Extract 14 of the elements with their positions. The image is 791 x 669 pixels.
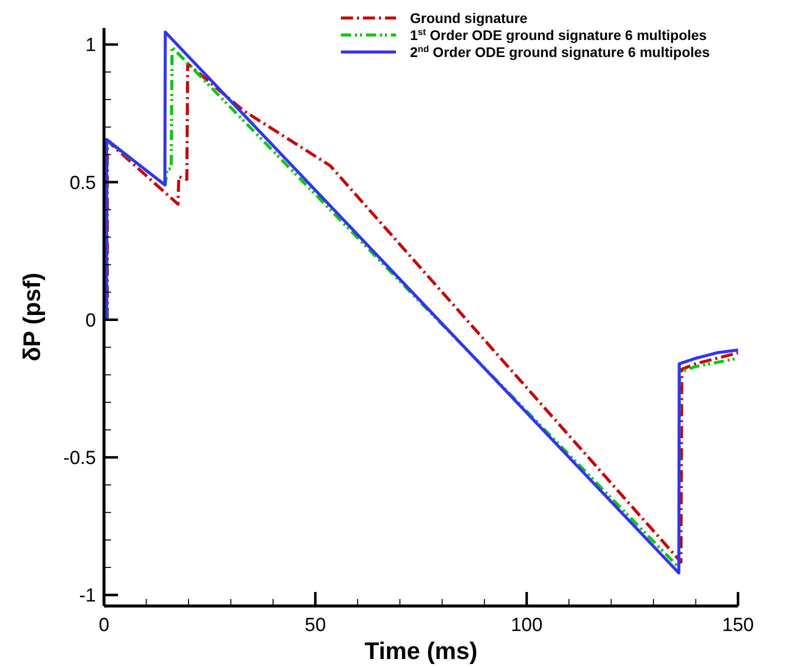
legend-label: 1$^{st}$ Order ODE ground signature 6 multipoles (410, 27, 707, 43)
legend-label: Ground signature (410, 10, 528, 26)
y-tick-label: -1 (79, 586, 96, 607)
x-tick-label: 50 (304, 615, 326, 636)
x-tick-label: 0 (98, 615, 110, 636)
y-axis-title: δP (psf) (19, 272, 46, 362)
legend-label: 2$^{nd}$ Order ODE ground signature 6 multipoles (410, 44, 710, 60)
y-tick-label: -0.5 (63, 448, 96, 470)
y-tick-label: 1 (85, 35, 96, 56)
y-tick-label: 0 (85, 310, 96, 332)
x-axis-title: Time (ms) (364, 638, 478, 665)
x-tick-label: 100 (510, 615, 543, 636)
x-tick-label: 150 (722, 615, 754, 636)
y-tick-label: 0.5 (70, 172, 96, 194)
